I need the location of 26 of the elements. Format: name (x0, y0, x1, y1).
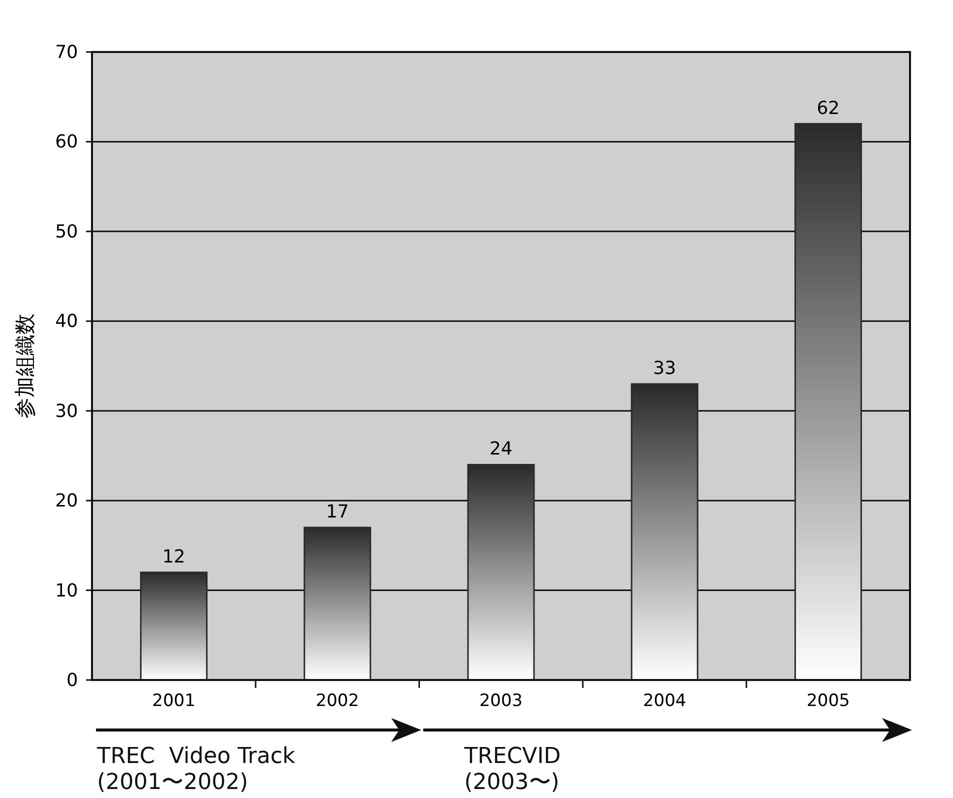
x-tick-label: 2003 (479, 691, 523, 711)
y-tick-label: 10 (55, 580, 78, 602)
data-label: 17 (326, 501, 349, 522)
data-label: 62 (816, 98, 840, 119)
bar (794, 123, 862, 681)
x-tick-label: 2005 (806, 691, 850, 711)
bar (467, 464, 535, 681)
y-tick-label: 70 (55, 42, 78, 63)
text: TREC Video Track (2001〜2002) (97, 744, 296, 796)
text: TRECVID (2003〜) (464, 744, 562, 796)
bar (630, 383, 698, 681)
y-tick-label: 30 (55, 400, 78, 422)
y-tick-label: 60 (55, 132, 78, 153)
x-tick-label: 2004 (642, 691, 686, 711)
y-tick-label: 50 (55, 221, 78, 242)
y-tick-label: 40 (55, 311, 78, 332)
data-label: 33 (653, 358, 676, 379)
bar (304, 526, 372, 681)
y-axis-title: 参加組織数 (13, 314, 37, 418)
y-tick-label: 20 (55, 490, 78, 512)
x-tick-label: 2001 (152, 691, 196, 711)
data-label: 12 (162, 546, 186, 568)
data-label: 24 (490, 438, 512, 460)
y-tick-label: 0 (66, 670, 78, 691)
bar (140, 572, 208, 681)
x-tick-label: 2002 (316, 691, 360, 711)
